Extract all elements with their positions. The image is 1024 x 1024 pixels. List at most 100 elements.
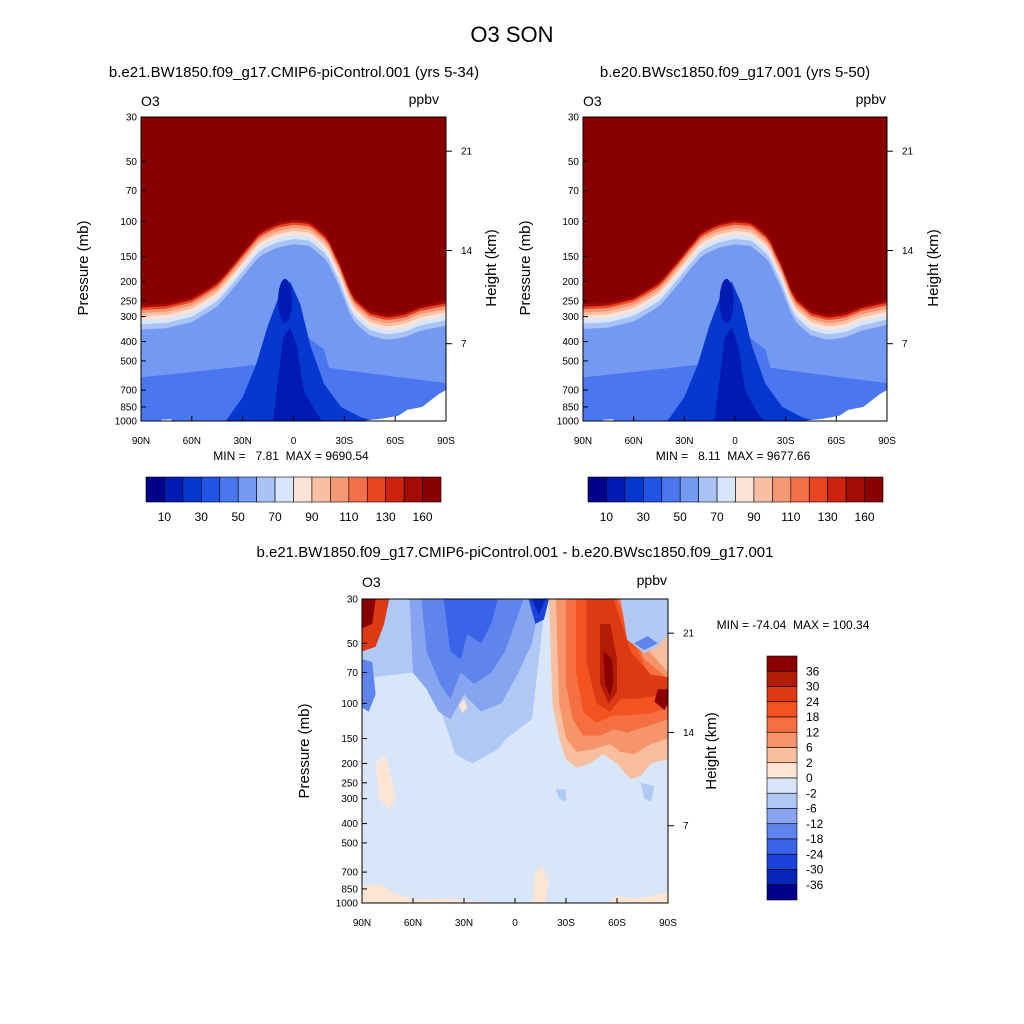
colorbar-swatch [766,670,798,687]
colorbar-swatch [766,701,798,718]
colorbar-label: 90 [747,510,761,524]
variable-label: O3 [141,93,160,109]
y-tick-label: 500 [562,356,579,367]
x-tick-label: 90N [574,436,592,447]
y-tick-label: 30 [126,113,138,124]
panel-title: b.e21.BW1850.f09_g17.CMIP6-piControl.001… [109,64,479,81]
colorbar-label: 18 [806,710,820,724]
colorbar-label: -30 [806,863,824,877]
panel-difference: b.e21.BW1850.f09_g17.CMIP6-piControl.001… [256,544,869,929]
colorbar-swatch [201,476,221,503]
y-tick-label: 200 [562,277,579,288]
x-tick-label: 30N [455,918,473,929]
colorbar-label: 70 [268,510,282,524]
colorbar-swatch [182,476,202,503]
right-y-tick-label: 14 [902,246,914,257]
units-label: ppbv [409,91,439,107]
units-label: ppbv [856,91,886,107]
colorbar-label: 110 [781,510,800,524]
x-tick-label: 30S [335,436,353,447]
right-y-axis-label: Height (km) [703,712,720,790]
colorbar-swatch [808,476,828,503]
colorbar-swatch [766,853,798,870]
difference-contour-band [654,689,668,711]
difference-contour-band [362,883,498,903]
right-y-axis-label: Height (km) [483,229,500,307]
ozone-contour-band [259,327,324,421]
colorbar-label: 10 [158,510,172,524]
right-y-tick-label: 14 [683,728,695,739]
colorbar-swatch [237,476,257,503]
units-label: ppbv [637,572,667,588]
colorbar-swatch [790,476,810,503]
right-y-tick-label: 21 [683,629,695,640]
colorbar-swatch [766,869,798,886]
difference-contour-band [603,651,614,697]
y-tick-label: 50 [126,157,138,168]
y-tick-label: 850 [120,402,137,413]
colorbar-label: 30 [806,680,820,694]
colorbar-swatch [766,838,798,855]
colorbar-label: 30 [195,510,209,524]
panel-BWsc1850: b.e20.BWsc1850.f09_g17.001 (yrs 5-50) O3… [517,64,942,524]
colorbar-swatch [845,476,865,503]
colorbar-label: 50 [232,510,246,524]
colorbar-label: 6 [806,741,813,755]
colorbar-label: 160 [855,510,875,524]
colorbar-swatch [766,655,798,672]
colorbar-swatch [164,476,184,503]
variable-label: O3 [362,574,381,590]
colorbar-label: -24 [806,847,824,861]
colorbar-label: 130 [818,510,838,524]
x-tick-label: 60S [827,436,845,447]
colorbar-swatch [766,792,798,809]
colorbar-swatch [766,747,798,764]
y-tick-label: 850 [341,884,358,895]
colorbar-label: 110 [339,510,358,524]
difference-contour-band [634,636,658,650]
colorbar-label: 2 [806,756,813,770]
contour-plot [583,117,887,421]
difference-contour-band [375,754,396,810]
colorbar-label: 30 [637,510,651,524]
right-y-tick-label: 21 [461,147,473,158]
panel-title: b.e21.BW1850.f09_g17.CMIP6-piControl.001… [256,544,773,561]
colorbar-swatch [293,476,313,503]
colorbar-swatch [766,731,798,748]
y-tick-label: 70 [347,668,359,679]
y-tick-label: 300 [341,794,358,805]
colorbar-swatch [735,476,755,503]
ozone-min-spot [719,278,734,323]
y-tick-label: 850 [562,402,579,413]
difference-contour-band [608,891,668,903]
y-axis-label: Pressure (mb) [517,220,534,315]
colorbar-swatch [827,476,847,503]
colorbar-label: -2 [806,786,817,800]
y-tick-label: 150 [562,252,579,263]
y-tick-label: 150 [120,252,137,263]
ozone-contour-band [667,281,817,421]
contour-plot [362,599,668,903]
x-tick-label: 90N [353,918,371,929]
colorbar-swatch [219,476,239,503]
y-tick-label: 100 [341,699,358,710]
axes: 305070100150200250300400500700850100090N… [115,113,473,448]
y-tick-label: 500 [341,838,358,849]
y-tick-label: 1000 [557,417,580,428]
y-tick-label: 250 [562,296,579,307]
colorbar-swatch [716,476,736,503]
y-tick-label: 200 [120,277,137,288]
y-axis-label: Pressure (mb) [75,220,92,315]
right-y-tick-label: 21 [902,147,914,158]
difference-contour-band [362,599,376,629]
y-tick-label: 100 [562,217,579,228]
axes: 305070100150200250300400500700850100090N… [336,595,695,930]
x-tick-label: 0 [732,436,738,447]
right-y-axis-label: Height (km) [925,229,942,307]
y-tick-label: 50 [568,157,580,168]
topography-mask [361,390,446,421]
x-tick-label: 90N [132,436,150,447]
colorbar-label: 24 [806,695,820,709]
colorbar-swatch [766,884,798,901]
